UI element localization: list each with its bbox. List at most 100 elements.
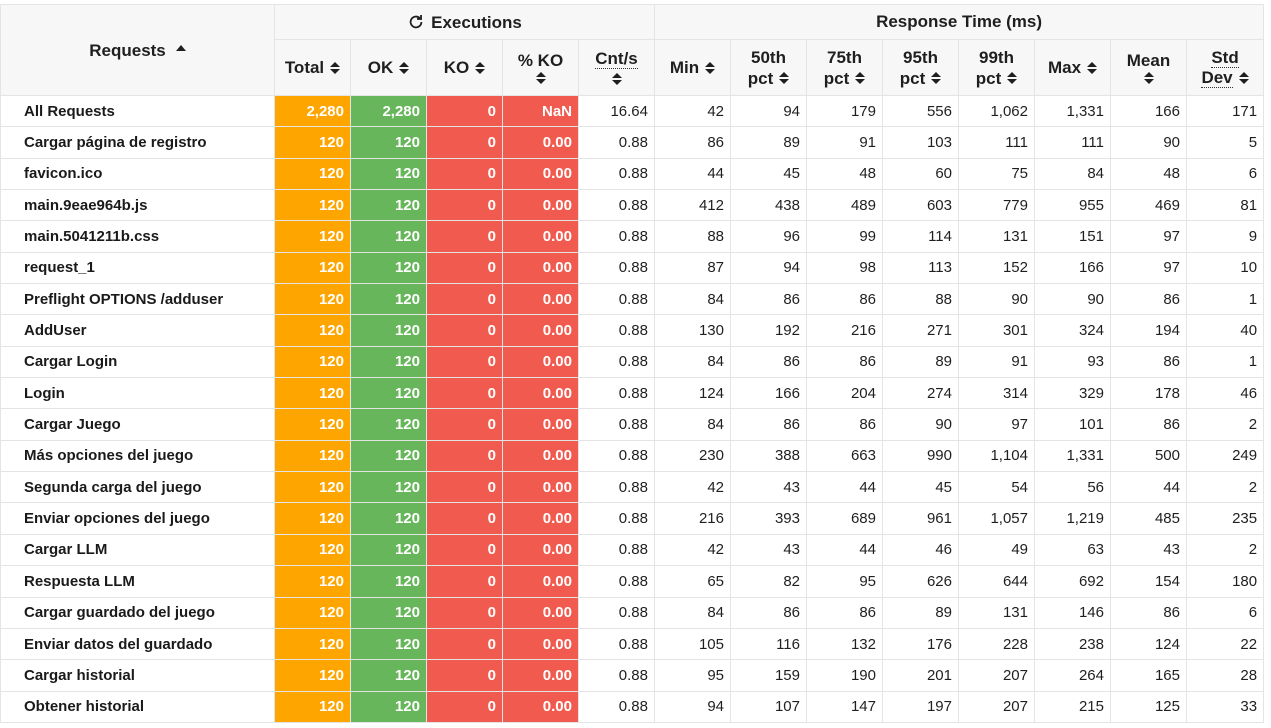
table-row[interactable]: Enviar datos del guardado 120 120 0 0.00 0.88…: [0, 627, 1265, 661]
p50-cell: 43: [730, 533, 807, 567]
pct-ko-cell: 0.00: [502, 439, 579, 473]
p95-cell: 201: [882, 659, 959, 692]
p50-cell: 96: [730, 220, 807, 253]
max-cell: 111: [1034, 126, 1111, 159]
p99-cell: 1,104: [958, 439, 1035, 473]
ko-cell: 0: [426, 502, 503, 535]
table-row[interactable]: AddUser 120 120 0 0.00 0.88 130 192 216 271 301 324…: [0, 314, 1265, 347]
table-row[interactable]: request_1 120 120 0 0.00 0.88 87 94 98 113 152 166 9…: [0, 251, 1265, 285]
sort-ascending-icon: [175, 45, 186, 51]
max-cell: 84: [1034, 157, 1111, 191]
request-name-cell[interactable]: Cargar Login: [0, 345, 275, 379]
min-cell: 87: [654, 251, 731, 285]
pct-ko-cell: 0.00: [502, 377, 579, 410]
request-name-cell[interactable]: Cargar Juego: [0, 408, 275, 441]
table-row[interactable]: main.9eae964b.js 120 120 0 0.00 0.88 412 438 489…: [0, 189, 1265, 222]
ko-cell: 0: [426, 377, 503, 410]
cnt-per-sec-cell: 0.88: [578, 220, 655, 253]
total-cell: 120: [274, 283, 351, 316]
requests-header[interactable]: Requests: [0, 4, 275, 96]
request-name-cell[interactable]: Obtener historial: [0, 690, 275, 723]
p95-cell: 90: [882, 408, 959, 441]
pct-ko-cell: 0.00: [502, 126, 579, 159]
table-row[interactable]: Segunda carga del juego 120 120 0 0.00 0.88 42…: [0, 471, 1265, 504]
cnt-per-sec-cell: 0.88: [578, 533, 655, 567]
ok-cell: 120: [350, 314, 427, 347]
p95-column-header[interactable]: 95th pct: [882, 39, 959, 96]
request-name-cell[interactable]: main.5041211b.css: [0, 220, 275, 253]
p95-header-label-bottom: pct: [899, 68, 926, 88]
min-cell: 124: [654, 377, 731, 410]
request-name-cell[interactable]: Enviar opciones del juego: [0, 502, 275, 535]
table-row[interactable]: Cargar Juego 120 120 0 0.00 0.88 84 86 86 90 97 101…: [0, 408, 1265, 441]
table-row[interactable]: Preflight OPTIONS /adduser 120 120 0 0.00 0.8…: [0, 283, 1265, 316]
response-time-group-header: Response Time (ms): [653, 4, 1265, 40]
request-name-cell[interactable]: Cargar página de registro: [0, 126, 275, 159]
cnt-per-sec-cell: 0.88: [578, 189, 655, 222]
request-name-cell[interactable]: main.9eae964b.js: [0, 189, 275, 222]
cnt-per-sec-column-header[interactable]: Cnt/s: [578, 39, 655, 96]
sort-icon: [399, 61, 410, 75]
table-row[interactable]: Obtener historial 120 120 0 0.00 0.88 94 107 147…: [0, 690, 1265, 723]
request-name-cell[interactable]: Respuesta LLM: [0, 565, 275, 598]
ok-cell: 120: [350, 565, 427, 598]
table-row[interactable]: Cargar historial 120 120 0 0.00 0.88 95 159 190 2…: [0, 659, 1265, 692]
table-row[interactable]: main.5041211b.css 120 120 0 0.00 0.88 88 96 99 11…: [0, 220, 1265, 253]
request-name-cell[interactable]: AddUser: [0, 314, 275, 347]
request-name-cell[interactable]: request_1: [0, 251, 275, 285]
table-row[interactable]: Cargar guardado del juego 120 120 0 0.00 0.88…: [0, 596, 1265, 629]
p95-cell: 114: [882, 220, 959, 253]
table-row[interactable]: favicon.ico 120 120 0 0.00 0.88 44 45 48 60 75 84 48…: [0, 157, 1265, 191]
p99-column-header[interactable]: 99th pct: [958, 39, 1035, 96]
total-cell: 120: [274, 502, 351, 535]
total-column-header[interactable]: Total: [274, 39, 351, 96]
request-name-cell[interactable]: Login: [0, 377, 275, 410]
max-cell: 151: [1034, 220, 1111, 253]
request-name-cell[interactable]: Preflight OPTIONS /adduser: [0, 283, 275, 316]
p75-cell: 132: [806, 627, 883, 661]
p75-cell: 663: [806, 439, 883, 473]
p99-cell: 90: [958, 283, 1035, 316]
ko-column-header[interactable]: KO: [426, 39, 503, 96]
mean-cell: 178: [1110, 377, 1187, 410]
sort-icon: [1007, 71, 1018, 85]
mean-cell: 43: [1110, 533, 1187, 567]
mean-header-label: Mean: [1126, 51, 1171, 70]
table-row[interactable]: Cargar página de registro 120 120 0 0.00 0.88…: [0, 126, 1265, 159]
min-cell: 84: [654, 596, 731, 629]
min-cell: 42: [654, 471, 731, 504]
ok-column-header[interactable]: OK: [350, 39, 427, 96]
request-name-cell[interactable]: favicon.ico: [0, 157, 275, 191]
table-row[interactable]: Enviar opciones del juego 120 120 0 0.00 0.88…: [0, 502, 1265, 535]
table-row[interactable]: Más opciones del juego 120 120 0 0.00 0.88 230…: [0, 439, 1265, 473]
p50-cell: 438: [730, 189, 807, 222]
table-row[interactable]: Login 120 120 0 0.00 0.88 124 166 204 274 314 329 17…: [0, 377, 1265, 410]
request-name-cell[interactable]: Cargar guardado del juego: [0, 596, 275, 629]
p75-column-header[interactable]: 75th pct: [806, 39, 883, 96]
std-dev-cell: 40: [1185, 314, 1265, 347]
total-cell: 120: [274, 659, 351, 692]
std-dev-cell: 28: [1185, 659, 1265, 692]
ko-cell: 0: [426, 345, 503, 379]
p50-column-header[interactable]: 50th pct: [730, 39, 807, 96]
pct-ko-column-header[interactable]: % KO: [502, 39, 579, 96]
request-name-cell[interactable]: Cargar historial: [0, 659, 275, 692]
std-dev-cell: 2: [1185, 533, 1265, 567]
table-row[interactable]: Cargar Login 120 120 0 0.00 0.88 84 86 86 89 91 93 8…: [0, 345, 1265, 379]
min-column-header[interactable]: Min: [654, 39, 731, 96]
request-name-cell[interactable]: Más opciones del juego: [0, 439, 275, 473]
ko-cell: 0: [426, 690, 503, 723]
mean-column-header[interactable]: Mean: [1110, 39, 1187, 96]
max-column-header[interactable]: Max: [1034, 39, 1111, 96]
ok-cell: 120: [350, 502, 427, 535]
request-name-cell[interactable]: Cargar LLM: [0, 533, 275, 567]
request-name-cell[interactable]: Enviar datos del guardado: [0, 627, 275, 661]
table-row[interactable]: Cargar LLM 120 120 0 0.00 0.88 42 43 44 46 49 63 43 2: [0, 533, 1265, 567]
p95-cell: 556: [882, 94, 959, 128]
table-row[interactable]: Respuesta LLM 120 120 0 0.00 0.88 65 82 95 626 644…: [0, 565, 1265, 598]
table-row[interactable]: All Requests 2,280 2,280 0 NaN 16.64 42 94 179 55…: [0, 94, 1265, 128]
request-name-cell[interactable]: Segunda carga del juego: [0, 471, 275, 504]
total-cell: 120: [274, 377, 351, 410]
request-name-cell[interactable]: All Requests: [0, 94, 275, 128]
std-dev-column-header[interactable]: Std Dev: [1185, 39, 1265, 96]
